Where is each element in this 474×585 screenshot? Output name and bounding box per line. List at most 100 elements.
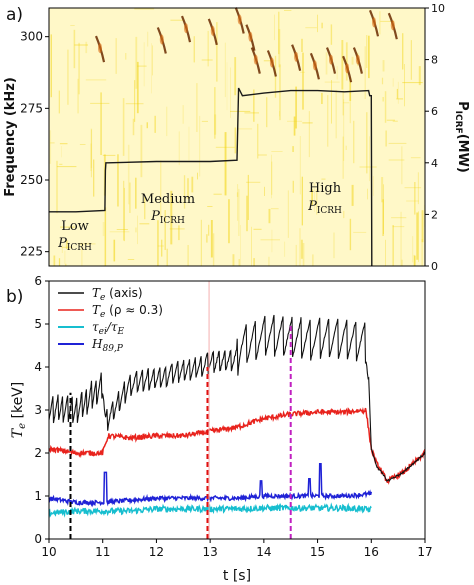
speckle-streak (343, 99, 345, 161)
series-line-2 (48, 502, 372, 518)
speckle-streak (317, 14, 318, 33)
speckle-streak (193, 36, 195, 63)
speckle-streak (397, 81, 399, 104)
speckle-streak (268, 208, 271, 224)
speckle-streak (345, 42, 348, 81)
legend-h89-name: H (91, 337, 103, 351)
panel-a-right-ticks: 0 2 4 6 8 10 (425, 2, 445, 273)
speckle-streak (331, 80, 332, 124)
speckle-band (392, 226, 405, 228)
speckle-streak (268, 256, 270, 266)
speckle-streak (278, 11, 280, 55)
speckle-streak (392, 78, 394, 87)
speckle-streak (271, 154, 272, 199)
panel-b-ylabel: Te [keV] (10, 382, 28, 438)
speckle-streak (266, 97, 268, 128)
p-icrf-trace (49, 87, 373, 267)
speckle-streak (400, 211, 402, 266)
speckle-streak (333, 232, 335, 259)
speckle-streak (135, 177, 137, 209)
speckle-streak (208, 224, 210, 236)
right-ylabel-unit: (MW) (455, 134, 470, 173)
speckle-streak (417, 172, 419, 205)
speckle-streak (342, 136, 344, 179)
mode-burst-glow (329, 54, 333, 65)
speckle-streak (146, 122, 148, 129)
speckle-band (244, 112, 259, 114)
speckle-streak (314, 183, 315, 212)
speckle-streak (381, 177, 384, 203)
speckle-streak (187, 245, 189, 266)
speckle-streak (140, 124, 143, 178)
speckle-streak (224, 132, 227, 196)
speckle-streak (295, 86, 297, 129)
speckle-streak (93, 159, 95, 197)
panel-b-x-ticks: 10 11 12 13 14 15 16 17 (41, 539, 433, 559)
speckle-band (213, 193, 222, 195)
speckle-streak (308, 111, 310, 158)
ylabel-sub: e (17, 423, 28, 429)
x-tick-label: 10 (41, 545, 56, 559)
speckle-streak (178, 225, 180, 241)
annotation-low-sub: ICRH (67, 243, 92, 253)
speckle-streak (65, 240, 68, 250)
speckle-streak (418, 211, 419, 262)
speckle-streak (166, 248, 168, 266)
speckle-streak (214, 87, 216, 139)
legend-entry-h89: H89,P (58, 337, 124, 354)
panel-a-left-ticks: 225 250 275 300 (20, 30, 49, 259)
speckle-streak (81, 242, 83, 266)
legend-tau-sub: ei (99, 327, 107, 337)
speckle-streak (61, 244, 63, 253)
annotation-low-line1: Low (61, 219, 89, 234)
speckle-streak (154, 115, 156, 133)
speckle-streak (401, 259, 403, 266)
speckle-streak (335, 89, 337, 139)
speckle-streak (117, 154, 119, 207)
speckle-streak (197, 172, 198, 180)
speckle-band (169, 228, 185, 230)
speckle-streak (401, 146, 403, 185)
speckle-streak (421, 239, 423, 266)
speckle-band (388, 142, 407, 144)
y-tick-label: 6 (34, 274, 42, 288)
speckle-streak (353, 120, 355, 164)
speckle-band (404, 187, 422, 189)
speckle-band (305, 27, 317, 29)
panel-b-label: b) (6, 287, 23, 307)
speckle-streak (152, 45, 153, 76)
speckle-streak (385, 130, 387, 147)
panel-b-vlines (69, 281, 292, 539)
speckle-streak (50, 34, 52, 98)
legend-tau-suffix: /τ (106, 320, 118, 334)
speckle-streak (207, 30, 209, 67)
speckle-band (263, 60, 274, 62)
right-tick-label: 0 (431, 260, 438, 273)
speckle-streak (234, 127, 237, 154)
panel-a-heatmap (48, 7, 426, 267)
speckle-band (201, 120, 208, 122)
x-tick-label: 12 (149, 545, 164, 559)
speckle-streak (379, 11, 381, 35)
legend-te-rho-suffix: (ρ ≈ 0.3) (105, 303, 163, 317)
right-tick-label: 4 (431, 157, 438, 170)
speckle-streak (396, 88, 398, 99)
speckle-band (353, 231, 367, 233)
speckle-streak (382, 60, 385, 72)
speckle-streak (368, 35, 370, 79)
right-tick-label: 2 (431, 208, 438, 221)
ylabel-unit: [keV] (10, 382, 26, 423)
speckle-streak (284, 241, 286, 257)
speckle-streak (321, 22, 323, 29)
speckle-band (85, 79, 107, 81)
speckle-streak (137, 215, 138, 245)
speckle-streak (58, 258, 61, 266)
speckle-streak (418, 66, 421, 86)
speckle-streak (349, 218, 352, 251)
speckle-streak (330, 24, 333, 45)
speckle-streak (216, 22, 218, 82)
speckle-streak (143, 42, 145, 87)
speckle-streak (251, 226, 252, 266)
x-tick-label: 16 (364, 545, 379, 559)
series-line-3 (48, 463, 373, 508)
